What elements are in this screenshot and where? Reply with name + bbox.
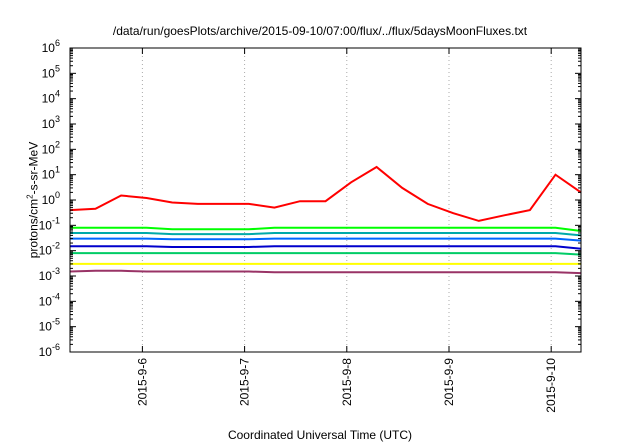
y-tick-label: 105 <box>42 63 60 80</box>
x-axis: 2015-9-6 2015-9-7 2015-9-8 2015-9-9 2015-9-1… <box>135 48 558 413</box>
y-tick-label: 101 <box>42 165 60 182</box>
y-tick-label: 106 <box>42 38 60 55</box>
series-line <box>70 245 582 250</box>
series-line <box>70 252 582 256</box>
series-line <box>69 269 582 275</box>
x-tick-label: 2015-9-6 <box>135 358 149 406</box>
series-line <box>70 226 582 232</box>
y-tick-label: 10-2 <box>39 241 60 258</box>
y-tick-label: 10-4 <box>39 291 60 308</box>
series-line <box>69 165 582 222</box>
x-tick-label: 2015-9-7 <box>238 358 252 406</box>
y-tick-label: 10-1 <box>39 215 60 232</box>
y-tick-label: 100 <box>42 190 60 207</box>
y-axis: 10-6 10-5 10-4 10-3 10-2 10-1 100 101 102 103 104 1… <box>39 38 581 359</box>
y-axis-label: protons/cm2-s-sr-MeV <box>25 141 41 259</box>
y-tick-label: 103 <box>42 114 60 131</box>
y-tick-label: 10-5 <box>39 317 60 334</box>
chart-title: /data/run/goesPlots/archive/2015-09-10/0… <box>112 24 528 38</box>
y-tick-label: 102 <box>42 139 60 156</box>
x-tick-label: 2015-9-9 <box>442 358 456 406</box>
y-tick-label: 10-6 <box>39 342 60 359</box>
series-line <box>70 232 582 237</box>
x-axis-label: Coordinated Universal Time (UTC) <box>227 428 413 442</box>
x-tick-label: 2015-9-10 <box>544 358 558 413</box>
series-line <box>70 237 582 242</box>
x-tick-label: 2015-9-8 <box>340 358 354 406</box>
series-layer <box>69 165 582 275</box>
y-tick-label: 104 <box>42 89 60 106</box>
y-tick-label: 10-3 <box>39 266 60 283</box>
grid-lines <box>141 48 552 352</box>
